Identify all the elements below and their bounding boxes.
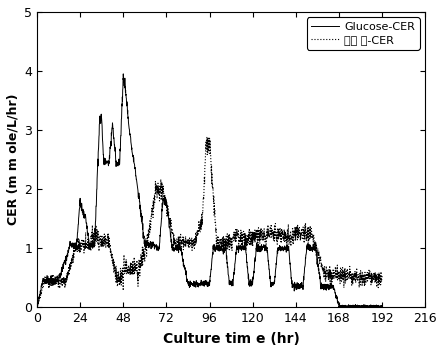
감귈 박-CER [35,305,40,309]
Glucose-CER [121,72,126,76]
Glucose-CER [380,304,385,309]
Glucose-CER [359,305,364,309]
감귈 박-CER [359,278,364,282]
감귈 박-CER [34,304,40,308]
Line: 감귈 박-CER: 감귈 박-CER [37,137,382,307]
Glucose-CER [34,304,40,308]
감귈 박-CER [204,135,210,139]
감귈 박-CER [216,240,222,244]
감귈 박-CER [122,272,127,276]
감귈 박-CER [147,233,152,237]
Glucose-CER [160,199,166,204]
X-axis label: Culture tim e (hr): Culture tim e (hr) [163,332,300,346]
Line: Glucose-CER: Glucose-CER [37,74,382,307]
Legend: Glucose-CER, 감귈 박-CER: Glucose-CER, 감귈 박-CER [307,18,420,50]
Glucose-CER [361,304,366,308]
Glucose-CER [147,243,152,247]
Glucose-CER [216,243,222,247]
감귈 박-CER [380,276,385,280]
Y-axis label: CER (m m ole/L/hr): CER (m m ole/L/hr) [7,94,20,225]
감귈 박-CER [361,278,366,282]
감귈 박-CER [160,189,165,193]
Glucose-CER [35,305,40,309]
Glucose-CER [122,76,127,80]
